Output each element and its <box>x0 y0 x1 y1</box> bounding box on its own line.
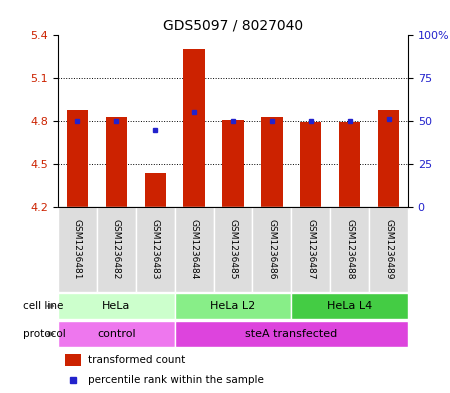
FancyBboxPatch shape <box>58 292 175 320</box>
FancyBboxPatch shape <box>252 207 291 292</box>
Bar <box>222 119 244 207</box>
Bar <box>65 354 81 366</box>
Bar <box>261 117 283 207</box>
Bar <box>378 110 399 207</box>
Text: GSM1236485: GSM1236485 <box>229 219 238 280</box>
Text: HeLa L4: HeLa L4 <box>327 301 372 311</box>
Text: transformed count: transformed count <box>88 355 185 365</box>
FancyBboxPatch shape <box>291 292 408 320</box>
FancyBboxPatch shape <box>369 207 408 292</box>
Text: GSM1236489: GSM1236489 <box>384 219 393 280</box>
FancyBboxPatch shape <box>175 321 408 347</box>
FancyBboxPatch shape <box>136 207 175 292</box>
Text: GSM1236483: GSM1236483 <box>151 219 160 280</box>
Text: percentile rank within the sample: percentile rank within the sample <box>88 375 264 385</box>
FancyBboxPatch shape <box>58 207 97 292</box>
FancyBboxPatch shape <box>214 207 252 292</box>
FancyBboxPatch shape <box>175 292 291 320</box>
Text: protocol: protocol <box>23 329 66 339</box>
Title: GDS5097 / 8027040: GDS5097 / 8027040 <box>163 18 303 33</box>
Bar <box>144 173 166 207</box>
Bar <box>184 50 205 207</box>
Text: steA transfected: steA transfected <box>245 329 338 339</box>
Text: GSM1236487: GSM1236487 <box>306 219 315 280</box>
Text: HeLa L2: HeLa L2 <box>211 301 256 311</box>
Bar <box>67 110 88 207</box>
Text: GSM1236482: GSM1236482 <box>112 219 121 280</box>
Bar <box>339 123 360 207</box>
Text: cell line: cell line <box>23 301 63 311</box>
FancyBboxPatch shape <box>58 321 175 347</box>
FancyBboxPatch shape <box>291 207 330 292</box>
Text: GSM1236488: GSM1236488 <box>345 219 354 280</box>
FancyBboxPatch shape <box>97 207 136 292</box>
Text: GSM1236481: GSM1236481 <box>73 219 82 280</box>
Bar <box>300 123 321 207</box>
FancyBboxPatch shape <box>175 207 214 292</box>
Text: control: control <box>97 329 135 339</box>
Text: GSM1236484: GSM1236484 <box>189 219 198 280</box>
FancyBboxPatch shape <box>330 207 369 292</box>
Bar <box>106 117 127 207</box>
Text: HeLa: HeLa <box>102 301 130 311</box>
Text: GSM1236486: GSM1236486 <box>267 219 276 280</box>
